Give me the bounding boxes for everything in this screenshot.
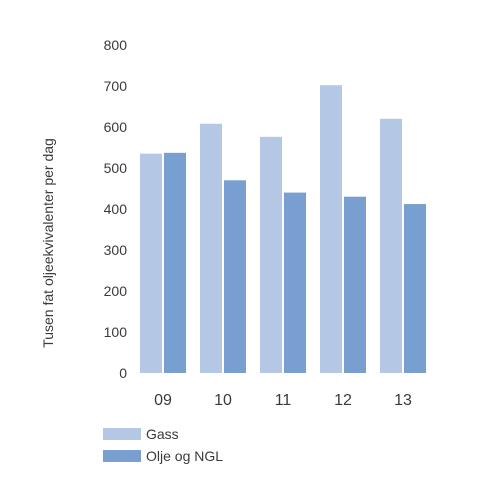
x-tick-label: 10 bbox=[214, 392, 232, 409]
x-axis-ticks: 09 10 11 12 13 bbox=[154, 392, 412, 409]
legend-swatch bbox=[103, 450, 141, 462]
bar-gass-10 bbox=[200, 123, 222, 373]
y-tick-label: 400 bbox=[104, 201, 128, 217]
y-axis-ticks: 0 100 200 300 400 500 600 700 800 bbox=[104, 37, 128, 381]
x-tick-label: 13 bbox=[394, 392, 412, 409]
x-tick-label: 12 bbox=[334, 392, 352, 409]
y-tick-label: 200 bbox=[104, 283, 128, 299]
legend-label: Gass bbox=[146, 426, 179, 442]
x-tick-label: 09 bbox=[154, 392, 172, 409]
y-tick-label: 0 bbox=[119, 365, 127, 381]
bar-gass-13 bbox=[380, 118, 402, 373]
bar-olje-og-ngl-09 bbox=[164, 152, 186, 373]
bar-olje-og-ngl-11 bbox=[284, 192, 306, 373]
y-axis-label: Tusen fat oljeekvivalenter per dag bbox=[40, 138, 56, 348]
legend-label: Olje og NGL bbox=[146, 448, 223, 464]
y-tick-label: 800 bbox=[104, 37, 128, 53]
bar-gass-12 bbox=[320, 85, 342, 374]
bars bbox=[140, 85, 426, 374]
x-tick-label: 11 bbox=[275, 392, 292, 409]
bar-olje-og-ngl-10 bbox=[224, 180, 246, 373]
y-tick-label: 600 bbox=[104, 119, 128, 135]
y-tick-label: 500 bbox=[104, 160, 128, 176]
y-tick-label: 100 bbox=[104, 324, 128, 340]
bar-olje-og-ngl-13 bbox=[404, 204, 426, 373]
bar-gass-09 bbox=[140, 153, 162, 373]
y-tick-label: 300 bbox=[104, 242, 128, 258]
y-tick-label: 700 bbox=[104, 78, 128, 94]
legend-swatch bbox=[103, 428, 141, 440]
bar-gass-11 bbox=[260, 136, 282, 373]
legend: Gass Olje og NGL bbox=[103, 426, 223, 464]
bar-olje-og-ngl-12 bbox=[344, 196, 366, 373]
